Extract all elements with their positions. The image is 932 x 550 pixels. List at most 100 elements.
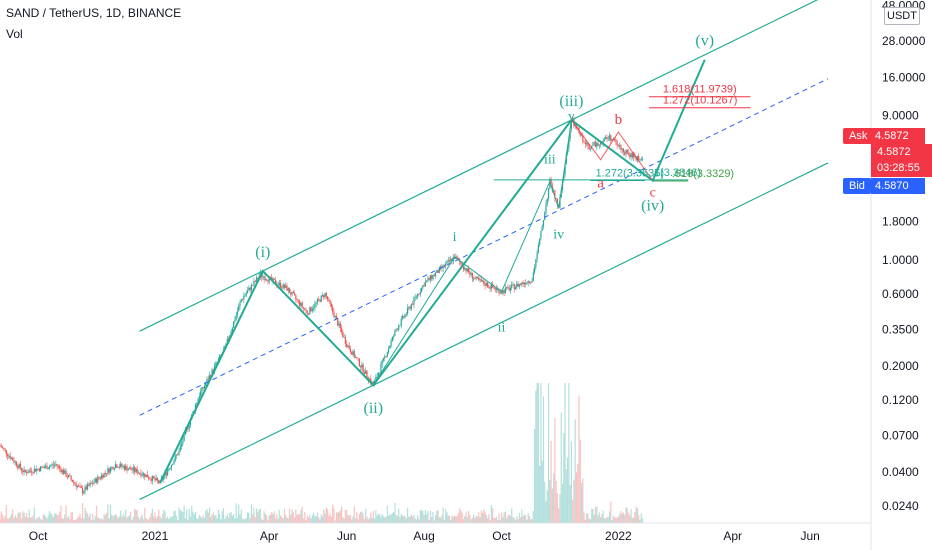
volume-bar xyxy=(508,514,510,523)
candle-body xyxy=(352,350,354,355)
candle-body xyxy=(22,470,24,473)
channel-midline xyxy=(139,78,829,416)
candle-body xyxy=(47,468,49,470)
volume-bar xyxy=(394,502,396,523)
volume-bar xyxy=(616,517,618,523)
volume-bar xyxy=(387,515,390,523)
candle-body xyxy=(347,345,349,347)
candle-body xyxy=(305,309,307,311)
candle-body xyxy=(631,153,633,158)
volume-bar xyxy=(179,509,181,523)
candle-body xyxy=(172,464,174,466)
candle-body xyxy=(272,278,274,281)
candle-body xyxy=(38,468,40,472)
candle-body xyxy=(526,282,528,285)
volume-bar xyxy=(183,505,185,523)
volume-bar xyxy=(431,517,433,523)
candle-body xyxy=(137,472,140,474)
candle-body xyxy=(54,464,56,466)
volume-bar xyxy=(371,517,373,523)
volume-bar xyxy=(126,517,128,523)
candle-body xyxy=(484,284,486,286)
volume-bar xyxy=(443,519,446,523)
price-tick-label: 0.0700 xyxy=(882,428,919,442)
candle-body xyxy=(485,282,487,286)
candle-body xyxy=(94,478,96,483)
volume-bar xyxy=(54,513,56,523)
volume-bar xyxy=(404,516,406,523)
volume-bar xyxy=(112,516,114,523)
volume-bar xyxy=(187,519,189,523)
major-wave-path xyxy=(159,59,706,484)
volume-bar xyxy=(135,510,137,523)
volume-bar xyxy=(574,419,576,523)
candle-body xyxy=(132,467,134,471)
volume-bar xyxy=(257,511,259,523)
candle-body xyxy=(325,292,327,297)
symbol-title[interactable]: SAND / TetherUS, 1D, BINANCE xyxy=(6,6,182,20)
candle-body xyxy=(360,366,362,368)
volume-bar xyxy=(560,412,562,523)
volume-indicator-label[interactable]: Vol xyxy=(6,27,23,41)
candle-body xyxy=(499,292,501,294)
volume-bar xyxy=(577,464,579,523)
currency-unit-button[interactable]: USDT xyxy=(884,7,920,25)
volume-bar xyxy=(4,515,6,523)
volume-bar xyxy=(602,510,604,523)
candle-body xyxy=(302,307,305,309)
volume-bar xyxy=(175,516,178,523)
volume-bar xyxy=(114,514,117,523)
volume-bar xyxy=(186,509,188,523)
volume-bar xyxy=(338,511,340,523)
volume-bar xyxy=(429,510,432,523)
candle-body xyxy=(287,288,289,291)
candle-body xyxy=(480,279,482,282)
volume-bar xyxy=(255,508,258,523)
channel-lower-line xyxy=(139,162,829,500)
volume-bar xyxy=(460,510,462,523)
volume-bar xyxy=(280,515,282,523)
candle-body xyxy=(422,285,424,288)
volume-bar xyxy=(313,513,315,523)
candle-body xyxy=(290,292,292,295)
candle-body xyxy=(150,479,152,482)
candle-body xyxy=(489,287,491,289)
volume-bar xyxy=(247,512,249,523)
volume-bar xyxy=(321,516,324,523)
volume-bar xyxy=(335,512,338,523)
volume-bar xyxy=(522,516,524,523)
volume-bar xyxy=(389,514,391,523)
candle-body xyxy=(92,483,94,485)
volume-bar xyxy=(455,516,457,523)
candle-body xyxy=(79,485,81,487)
candle-body xyxy=(118,466,120,468)
volume-bar xyxy=(358,513,360,523)
volume-bar xyxy=(272,513,274,523)
candle-body xyxy=(476,276,479,279)
candle-body xyxy=(310,307,312,312)
volume-bar xyxy=(459,508,461,523)
candle-body xyxy=(550,178,552,186)
volume-bar xyxy=(66,517,68,523)
candle-body xyxy=(448,260,451,262)
candle-body xyxy=(178,450,180,455)
candle-body xyxy=(417,293,419,297)
candle-body xyxy=(592,142,594,146)
candle-body xyxy=(266,279,268,281)
candle-body xyxy=(304,308,306,310)
candle-body xyxy=(506,287,508,289)
volume-bar xyxy=(1,514,4,523)
candle-body xyxy=(503,290,505,294)
volume-bar xyxy=(395,514,397,523)
volume-bar xyxy=(327,509,329,523)
candle-body xyxy=(471,272,473,279)
candle-body xyxy=(393,335,395,337)
volume-bar xyxy=(427,511,429,523)
candle-body xyxy=(315,302,317,304)
volume-bar xyxy=(40,518,42,523)
candle-body xyxy=(274,280,277,285)
volume-bar xyxy=(465,511,467,523)
candle-body xyxy=(353,350,355,358)
